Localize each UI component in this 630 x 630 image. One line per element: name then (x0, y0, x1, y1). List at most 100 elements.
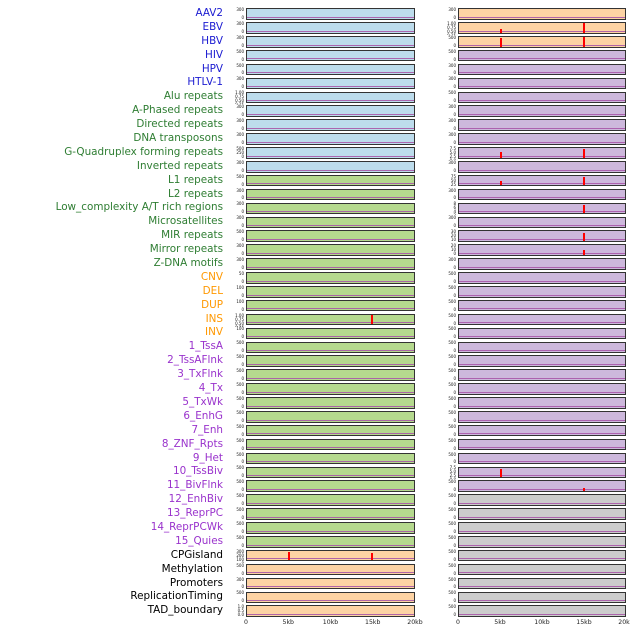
y-tick-label: 0 (241, 264, 244, 270)
left-mini-plot (246, 286, 415, 298)
y-tick-label: 500 (236, 437, 244, 443)
column-gap (415, 35, 443, 49)
row-label: 14_ReprPCWk (150, 520, 223, 533)
right-y-axis-ticks: 500 0 (443, 285, 458, 299)
left-y-axis-ticks: 500 0 (230, 63, 246, 77)
y-tick-label: 0.5 (237, 608, 244, 614)
right-y-axis-ticks: 300 0 (443, 76, 458, 90)
left-y-axis-ticks: 500 0 (230, 368, 246, 382)
y-tick-label: 0 (241, 389, 244, 395)
y-tick-label: 0 (453, 348, 456, 354)
y-tick-label: 100 (236, 326, 244, 332)
row-label: TAD_boundary (147, 604, 223, 617)
baseline-trace (459, 169, 625, 171)
spike-marker (499, 29, 502, 33)
y-tick-label: 0 (453, 251, 456, 257)
row-label: CNV (200, 270, 223, 283)
y-tick-label: 50 (238, 270, 244, 276)
left-mini-plot (246, 49, 415, 62)
baseline-trace (459, 405, 625, 407)
baseline-trace (459, 530, 625, 532)
right-mini-plot (458, 591, 626, 604)
left-mini-plot (246, 77, 415, 90)
left-mini-plot (246, 494, 415, 506)
baseline-trace (247, 238, 414, 240)
baseline-trace (459, 197, 625, 199)
left-y-axis-ticks: 300 0 (230, 215, 246, 229)
left-y-axis-ticks: 500 0 (230, 340, 246, 354)
right-mini-plot (458, 216, 626, 229)
y-tick-label: 500 (448, 284, 456, 290)
y-tick-label: 0 (453, 487, 456, 493)
row-label: HTLV-1 (187, 76, 223, 89)
baseline-trace (459, 419, 625, 421)
baseline-trace (459, 391, 625, 393)
y-tick-label: 500 (448, 507, 456, 513)
left-mini-plot (246, 424, 415, 437)
x-axis-right: 0 5kb 10kb 15kb 20kb (456, 619, 630, 630)
y-tick-label: 300 (236, 20, 244, 26)
y-tick-label: 500 (236, 479, 244, 485)
left-mini-plot (246, 230, 415, 242)
y-tick-label: 0 (453, 598, 456, 604)
right-y-axis-ticks: 300 0 (443, 215, 458, 229)
column-gap (415, 257, 443, 271)
column-gap (415, 188, 443, 202)
column-gap (415, 354, 443, 368)
row-label: Directed repeats (136, 118, 223, 131)
y-tick-label: 500 (236, 520, 244, 526)
right-y-axis-ticks: 500 0 (443, 452, 458, 466)
y-tick-label: 300 (236, 132, 244, 138)
baseline-trace (459, 155, 625, 157)
y-tick-label: 500 (236, 48, 244, 54)
left-y-axis-ticks: 500 0 (230, 535, 246, 549)
right-mini-plot (458, 383, 626, 395)
y-tick-label: 0 (453, 501, 456, 507)
right-y-axis-ticks: 500 0 (443, 410, 458, 424)
left-y-axis-ticks: 100 0 (230, 299, 246, 313)
row-label: Mirror repeats (149, 243, 223, 256)
row-label: 1_TssA (188, 340, 223, 353)
column-gap (415, 118, 443, 132)
right-y-axis-ticks: 7.55.02.50.0 (443, 146, 458, 159)
y-tick-label: 0 (241, 209, 244, 215)
y-tick-label: 0 (453, 459, 456, 465)
right-mini-plot (458, 160, 626, 173)
y-tick-label: 500 (448, 354, 456, 360)
row-label: 15_Quies (175, 534, 223, 547)
y-tick-label: 0 (453, 445, 456, 451)
column-gap (415, 271, 443, 285)
right-y-axis-ticks: 500 0 (443, 549, 458, 563)
y-tick-label: 0.25 (235, 103, 244, 104)
y-tick-label: 5.0 (449, 469, 456, 475)
y-tick-label: 500 (236, 340, 244, 346)
y-tick-label: 0 (241, 584, 244, 590)
row-label: Low_complexity A/T rich regions (55, 201, 223, 214)
baseline-trace (247, 377, 414, 379)
left-mini-plot (246, 119, 415, 131)
right-mini-plot (458, 147, 626, 159)
column-gap (415, 215, 443, 229)
y-tick-label: 0 (241, 459, 244, 465)
y-tick-label: 0.0 (237, 612, 244, 618)
baseline-trace (459, 183, 625, 185)
left-y-axis-ticks: 300 0 (230, 7, 246, 21)
track-row: Directed repeats 300 0 300 0 (0, 118, 630, 132)
left-mini-plot (246, 244, 415, 256)
left-y-axis-ticks: 500 0 (230, 354, 246, 368)
left-mini-plot (246, 91, 415, 104)
track-row: HPV 500 0 300 0 (0, 63, 630, 77)
x-tick-label: 15kb (365, 619, 381, 626)
baseline-trace (247, 322, 414, 324)
spike-marker (582, 232, 585, 241)
baseline-trace (459, 308, 625, 310)
column-gap (415, 410, 443, 424)
left-mini-plot (246, 341, 415, 354)
baseline-trace (247, 127, 414, 129)
right-mini-plot (458, 35, 626, 48)
y-tick-label: 0 (241, 473, 244, 479)
spike-marker (582, 149, 585, 158)
baseline-trace (247, 558, 414, 560)
